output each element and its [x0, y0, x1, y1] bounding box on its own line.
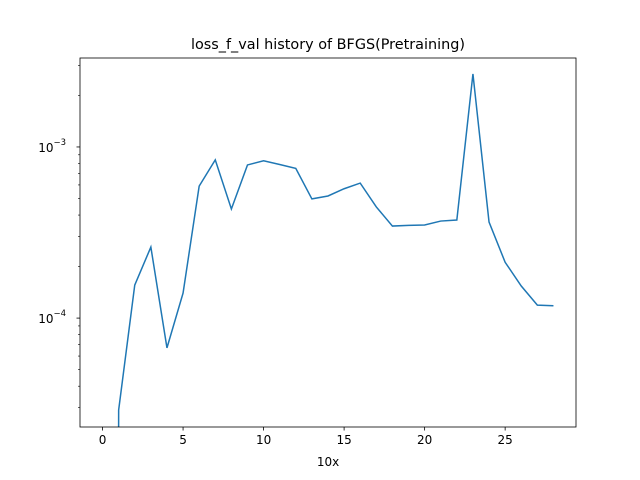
- x-tick-label: 25: [498, 433, 513, 447]
- x-axis-label: 10x: [317, 455, 339, 469]
- y-tick-exponent: −4: [53, 309, 66, 319]
- x-tick-label: 20: [417, 433, 432, 447]
- y-tick-base: 10: [38, 312, 53, 326]
- x-tick-label: 5: [179, 433, 187, 447]
- x-tick-label: 15: [336, 433, 351, 447]
- chart-title: loss_f_val history of BFGS(Pretraining): [191, 37, 465, 53]
- y-tick-label: 10−3: [38, 138, 66, 155]
- x-tick-label: 0: [99, 433, 107, 447]
- y-tick-base: 10: [38, 141, 53, 155]
- y-tick-exponent: −3: [53, 138, 66, 148]
- y-tick-label: 10−4: [38, 309, 66, 326]
- x-tick-label: 10: [256, 433, 271, 447]
- plot-frame: [79, 57, 577, 428]
- data-line: [117, 73, 554, 427]
